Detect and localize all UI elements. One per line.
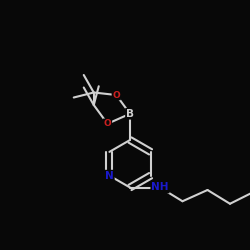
Text: B: B <box>126 109 134 119</box>
Text: O: O <box>112 90 120 100</box>
Text: NH: NH <box>151 182 169 192</box>
Text: N: N <box>105 171 114 180</box>
Text: O: O <box>104 119 112 128</box>
